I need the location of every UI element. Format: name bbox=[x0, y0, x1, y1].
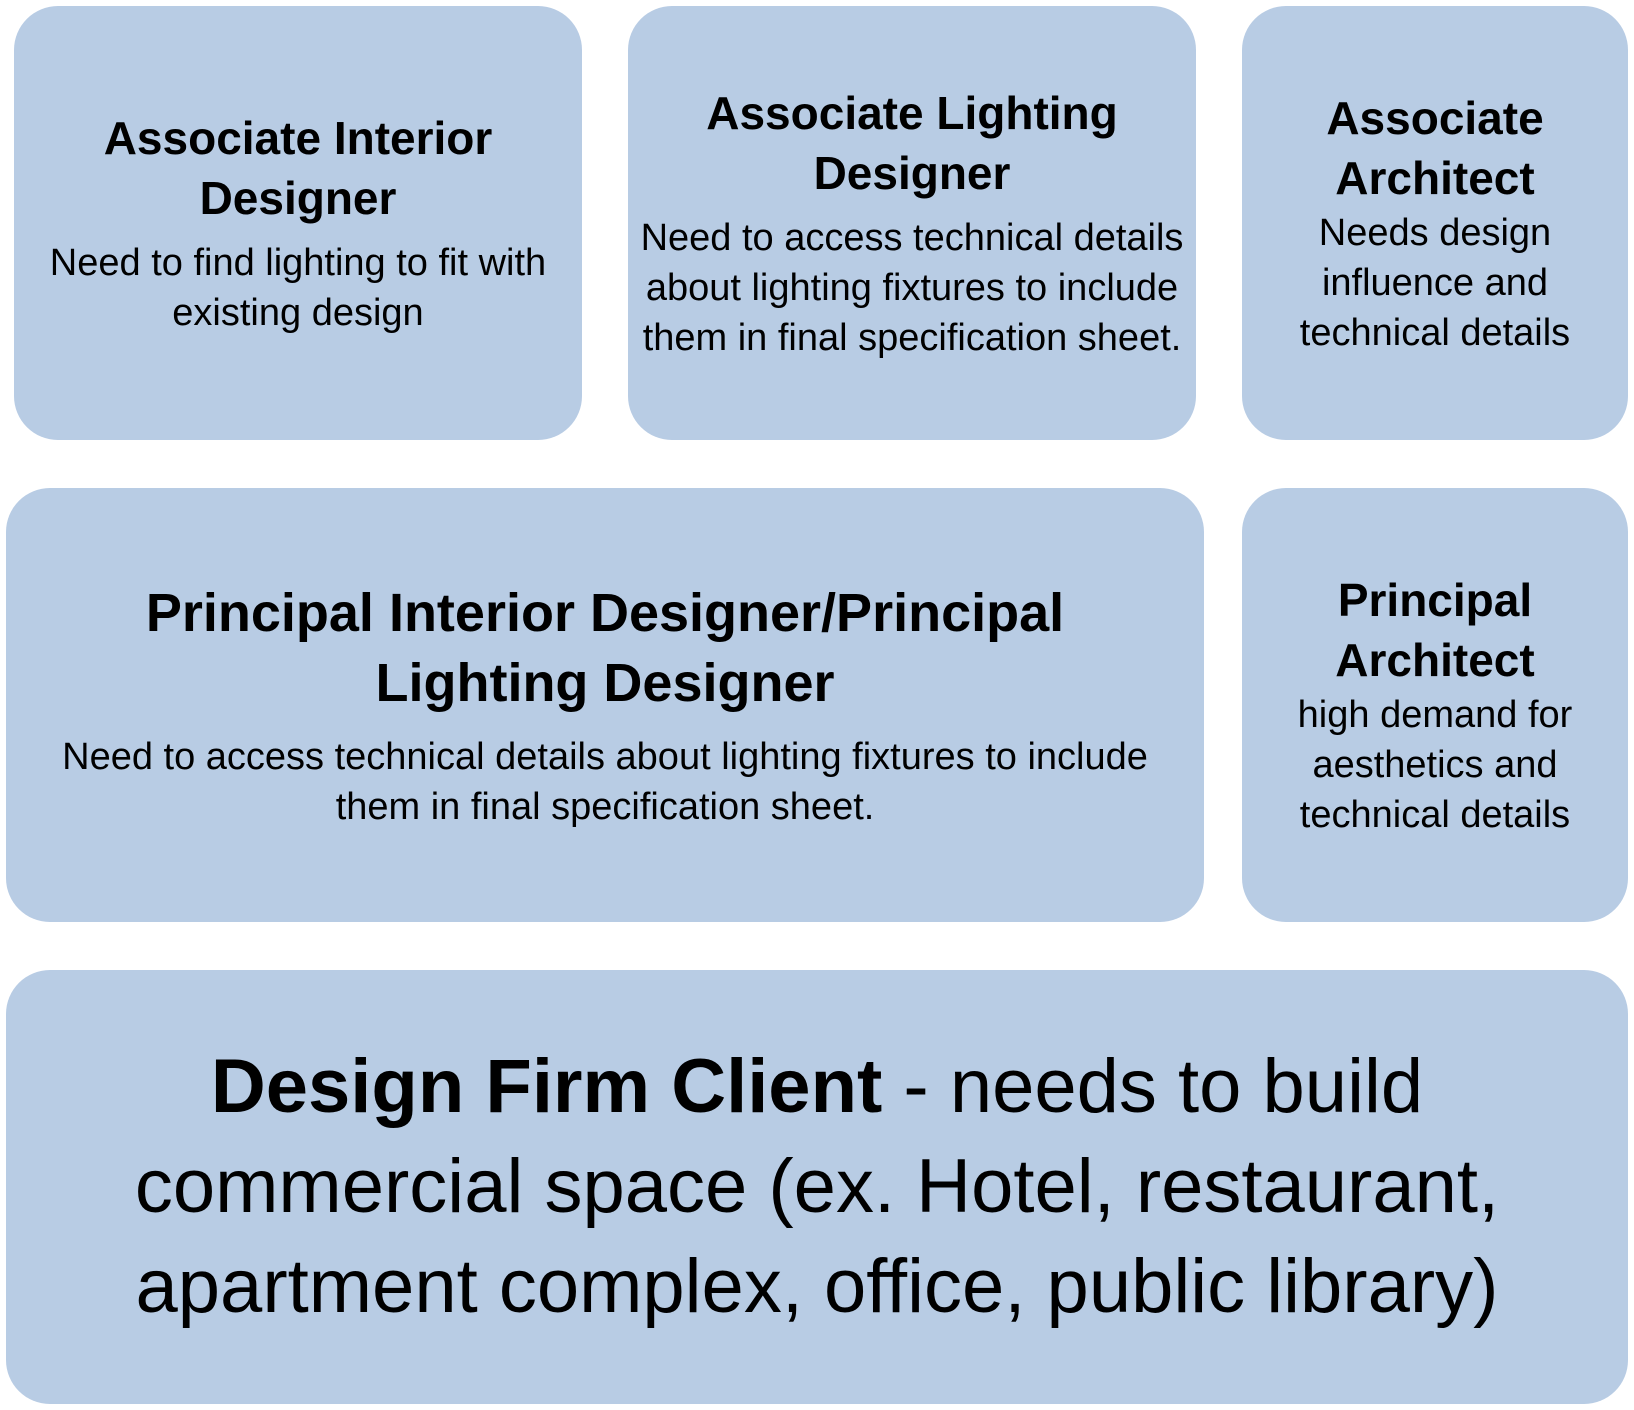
associate-architect-title: Associate Architect bbox=[1326, 92, 1544, 204]
associate-architect-box: Associate Architect Needs design influen… bbox=[1242, 6, 1628, 440]
design-firm-client-text: Design Firm Client - needs to build comm… bbox=[37, 1037, 1597, 1337]
design-firm-client-description: - needs to build commercial space (ex. H… bbox=[134, 1044, 1500, 1329]
associate-lighting-designer-box: Associate Lighting Designer Need to acce… bbox=[628, 6, 1196, 440]
principal-interior-lighting-designer-title: Principal Interior Designer/Principal Li… bbox=[145, 583, 1065, 713]
principal-architect-title: Principal Architect bbox=[1335, 574, 1535, 686]
associate-interior-designer-title: Associate Interior Designer bbox=[103, 112, 493, 224]
design-firm-client-title: Design Firm Client bbox=[210, 1044, 883, 1129]
associate-interior-designer-box: Associate Interior Designer Need to find… bbox=[14, 6, 582, 440]
principal-architect-description: high demand for aesthetics and technical… bbox=[1297, 694, 1573, 836]
principal-interior-lighting-designer-description: Need to access technical details about l… bbox=[62, 736, 1148, 828]
associate-interior-designer-description: Need to find lighting to fit with existi… bbox=[49, 242, 547, 334]
associate-architect-description: Needs design influence and technical det… bbox=[1299, 212, 1571, 354]
design-firm-client-box: Design Firm Client - needs to build comm… bbox=[6, 970, 1628, 1404]
associate-lighting-designer-title: Associate Lighting Designer bbox=[706, 87, 1118, 199]
associate-lighting-designer-description: Need to access technical details about l… bbox=[640, 217, 1184, 359]
principal-interior-lighting-designer-box: Principal Interior Designer/Principal Li… bbox=[6, 488, 1204, 922]
principal-architect-box: Principal Architect high demand for aest… bbox=[1242, 488, 1628, 922]
